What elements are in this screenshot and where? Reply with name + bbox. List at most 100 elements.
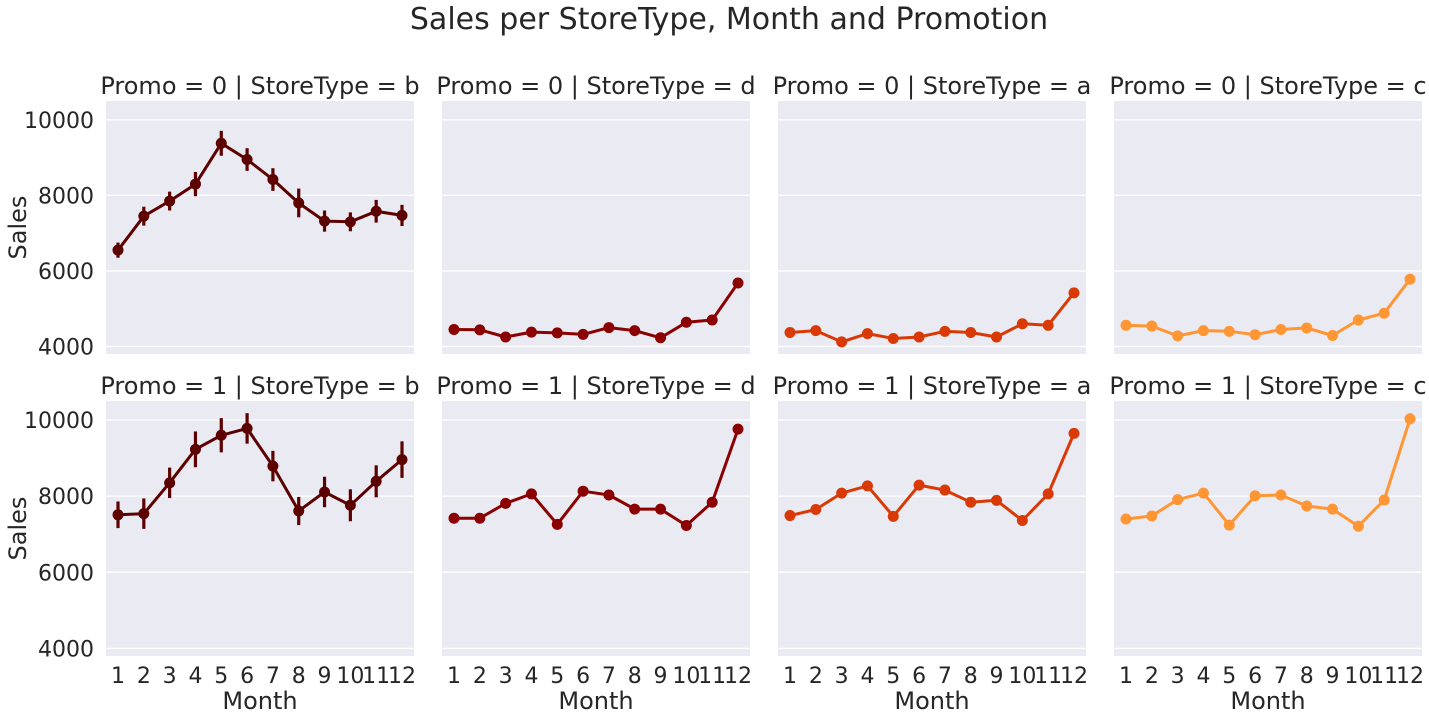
data-point: [913, 479, 925, 491]
data-point: [215, 137, 227, 149]
data-point: [1016, 318, 1028, 330]
x-tick-label: 6: [912, 664, 926, 689]
x-tick-label: 12: [388, 664, 416, 689]
panel-background: [778, 101, 1086, 354]
x-tick-label: 4: [1196, 664, 1210, 689]
data-point: [138, 508, 150, 520]
data-point: [1120, 319, 1132, 331]
data-point: [1378, 494, 1390, 506]
facet-panel: Promo = 1 | StoreType = b 4000 6000 8000 100…: [4, 372, 420, 715]
x-tick-label: 9: [990, 664, 1004, 689]
data-point: [1301, 500, 1313, 512]
data-point: [293, 505, 305, 517]
data-point: [706, 314, 718, 326]
x-tick-label: 4: [188, 664, 202, 689]
facet-grid: Promo = 0 | StoreType = b 4000 6000 8000 100…: [4, 72, 1427, 715]
x-tick-label: 8: [1300, 664, 1314, 689]
y-tick-label: 10000: [24, 409, 94, 434]
data-point: [810, 503, 822, 515]
y-tick-label: 6000: [38, 260, 94, 285]
data-point: [836, 487, 848, 499]
data-point: [267, 460, 279, 472]
facet-panel: Promo = 0 | StoreType = c: [1109, 72, 1427, 354]
data-point: [189, 178, 201, 190]
data-point: [655, 332, 667, 344]
x-tick-label: 5: [886, 664, 900, 689]
x-tick-label: 1: [1119, 664, 1133, 689]
data-point: [939, 325, 951, 337]
data-point: [1120, 513, 1132, 525]
x-tick-label: 12: [1060, 664, 1088, 689]
facet-title: Promo = 0 | StoreType = b: [100, 72, 419, 100]
facet-title: Promo = 1 | StoreType = d: [436, 372, 755, 400]
x-tick-label: 6: [576, 664, 590, 689]
data-point: [448, 512, 460, 524]
x-tick-label: 1: [783, 664, 797, 689]
data-point: [344, 499, 356, 511]
data-point: [1404, 273, 1416, 285]
facet-title: Promo = 0 | StoreType = a: [773, 72, 1092, 100]
data-point: [1197, 487, 1209, 499]
x-tick-label: 8: [628, 664, 642, 689]
facet-title: Promo = 1 | StoreType = a: [773, 372, 1092, 400]
data-point: [319, 486, 331, 498]
x-tick-label: 6: [240, 664, 254, 689]
data-point: [1327, 503, 1339, 515]
data-point: [836, 336, 848, 348]
x-tick-label: 9: [654, 664, 668, 689]
facet-panel: Promo = 0 | StoreType = d: [436, 72, 756, 354]
data-point: [293, 197, 305, 209]
data-point: [577, 328, 589, 340]
facet-title: Promo = 1 | StoreType = b: [100, 372, 419, 400]
data-point: [1275, 489, 1287, 501]
x-tick-label: 2: [1145, 664, 1159, 689]
data-point: [1172, 330, 1184, 342]
data-point: [913, 331, 925, 343]
data-point: [887, 333, 899, 345]
data-point: [215, 429, 227, 441]
panel-background: [106, 401, 414, 656]
data-point: [939, 484, 951, 496]
data-point: [680, 519, 692, 531]
x-tick-label: 3: [1171, 664, 1185, 689]
facet-title: Promo = 0 | StoreType = d: [436, 72, 755, 100]
facet-panel: Promo = 0 | StoreType = a: [773, 72, 1092, 354]
x-tick-label: 11: [698, 664, 726, 689]
panel-background: [106, 101, 414, 354]
data-point: [861, 328, 873, 340]
x-tick-label: 7: [602, 664, 616, 689]
data-point: [680, 316, 692, 328]
x-tick-label: 8: [964, 664, 978, 689]
x-tick-label: 5: [550, 664, 564, 689]
x-tick-label: 10: [1008, 664, 1036, 689]
y-tick-label: 10000: [24, 109, 94, 134]
data-point: [655, 503, 667, 515]
data-point: [603, 489, 615, 501]
data-point: [810, 325, 822, 337]
data-point: [991, 331, 1003, 343]
data-point: [525, 488, 537, 500]
x-tick-label: 10: [336, 664, 364, 689]
data-point: [1327, 329, 1339, 341]
data-point: [1223, 519, 1235, 531]
data-point: [1249, 329, 1261, 341]
data-point: [1223, 325, 1235, 337]
x-tick-label: 3: [835, 664, 849, 689]
data-point: [1042, 488, 1054, 500]
x-tick-label: 1: [447, 664, 461, 689]
x-tick-label: 4: [860, 664, 874, 689]
x-tick-label: 9: [1326, 664, 1340, 689]
data-point: [164, 195, 176, 207]
data-point: [991, 494, 1003, 506]
data-point: [164, 477, 176, 489]
x-tick-label: 7: [1274, 664, 1288, 689]
data-point: [551, 518, 563, 530]
data-point: [241, 422, 253, 434]
data-point: [112, 509, 124, 521]
x-tick-label: 12: [1396, 664, 1424, 689]
data-point: [1301, 322, 1313, 334]
data-point: [525, 326, 537, 338]
x-tick-label: 2: [473, 664, 487, 689]
data-point: [861, 480, 873, 492]
